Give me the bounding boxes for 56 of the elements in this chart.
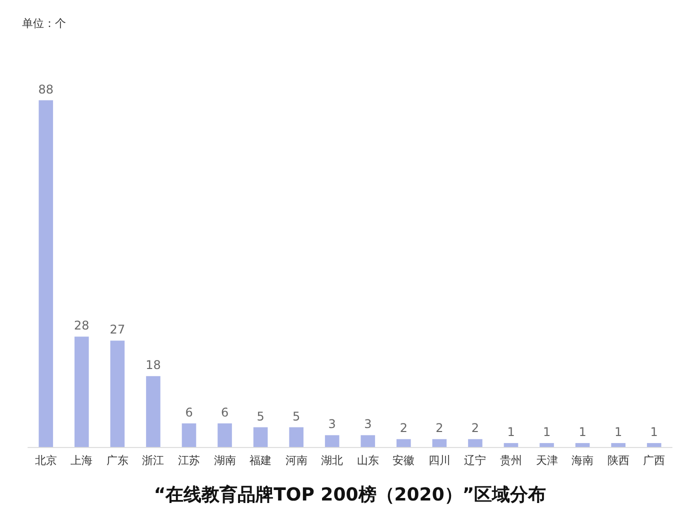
data-label: 1 xyxy=(614,425,622,440)
x-tick-label: 山东 xyxy=(356,454,379,467)
bar xyxy=(218,423,232,447)
data-label: 27 xyxy=(110,322,126,337)
data-label: 18 xyxy=(146,358,161,372)
bar xyxy=(396,439,411,447)
bar xyxy=(182,423,196,447)
bar xyxy=(646,443,662,447)
bar xyxy=(253,427,268,447)
bar xyxy=(575,443,590,447)
text: 单位：个 xyxy=(22,17,66,30)
data-label: 5 xyxy=(292,409,300,424)
x-tick-label: 广西 xyxy=(643,454,666,467)
bar xyxy=(38,100,54,447)
x-tick-label: 湖北 xyxy=(321,454,344,467)
data-label: 2 xyxy=(471,421,480,436)
x-tick-label: 海南 xyxy=(572,454,594,467)
data-label: 2 xyxy=(400,421,408,436)
bar xyxy=(146,376,160,447)
bar xyxy=(74,336,89,447)
bar xyxy=(360,435,376,447)
data-label: 3 xyxy=(364,417,372,432)
data-label: 1 xyxy=(542,425,551,440)
data-label: 1 xyxy=(507,425,515,440)
x-tick-label: 天津 xyxy=(536,454,558,467)
x-tick-label: 辽宁 xyxy=(464,454,486,467)
bar xyxy=(289,427,304,447)
x-tick-label: 河南 xyxy=(285,454,308,467)
data-label: 6 xyxy=(220,405,229,420)
bar xyxy=(110,340,125,447)
x-tick-label: 浙江 xyxy=(142,454,164,467)
bar xyxy=(468,439,482,447)
bar xyxy=(504,443,518,447)
data-label: 28 xyxy=(74,318,90,333)
data-label: 6 xyxy=(185,405,193,420)
data-label: 1 xyxy=(650,425,658,440)
x-tick-label: 四川 xyxy=(428,454,450,467)
x-tick-label: 陕西 xyxy=(607,454,630,467)
x-tick-label: 湖南 xyxy=(214,454,236,467)
x-tick-label: 北京 xyxy=(34,454,57,467)
x-tick-label: 广东 xyxy=(106,454,128,467)
data-label: 1 xyxy=(578,425,586,440)
x-tick-label: 上海 xyxy=(70,454,93,467)
data-label: 5 xyxy=(256,409,264,424)
x-tick-label: 江苏 xyxy=(178,454,200,467)
bar xyxy=(540,443,554,447)
text: “在线教育品牌TOP 200榜（2020）”区域分布 xyxy=(154,484,546,506)
bar xyxy=(432,439,447,447)
bar xyxy=(324,435,340,447)
x-tick-label: 福建 xyxy=(250,454,272,467)
data-label: 3 xyxy=(328,417,336,432)
data-label: 2 xyxy=(436,421,444,436)
x-tick-label: 安徽 xyxy=(392,454,415,467)
data-label: 88 xyxy=(38,82,54,96)
bar xyxy=(611,443,626,447)
x-tick-label: 贵州 xyxy=(500,454,522,467)
